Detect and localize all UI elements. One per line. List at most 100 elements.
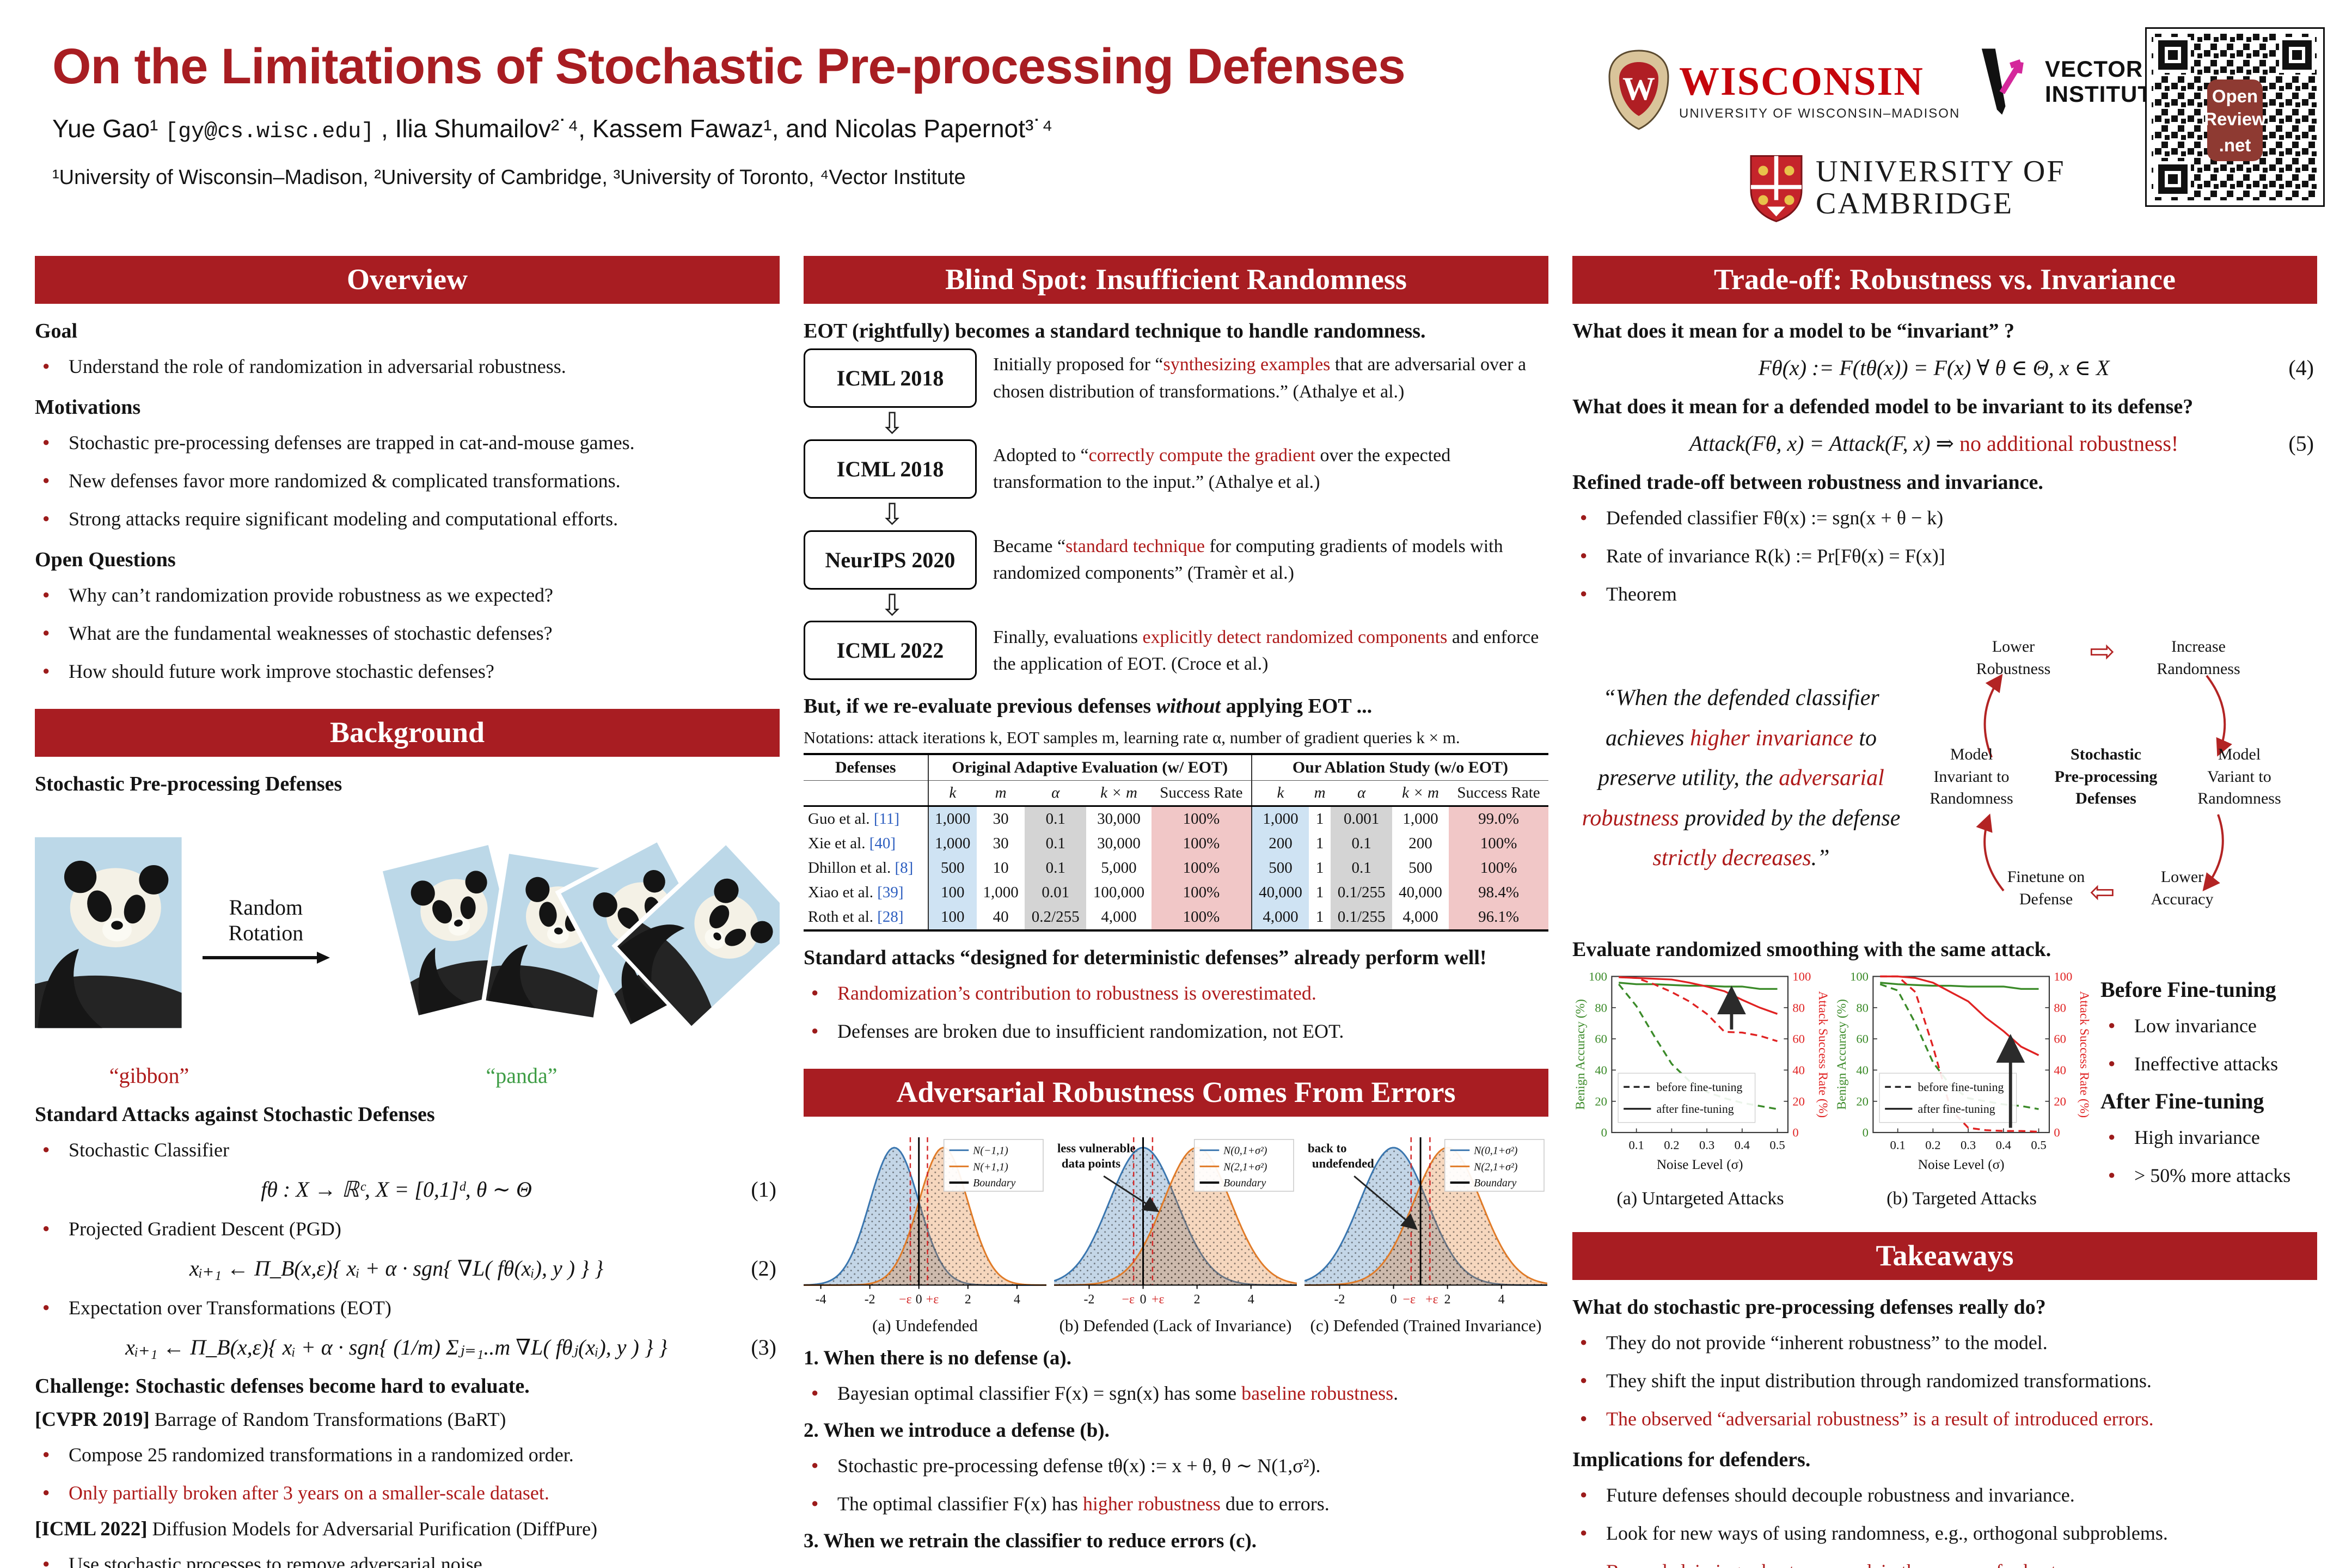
svg-text:Boundary: Boundary bbox=[973, 1177, 1015, 1189]
evaluate-heading: Evaluate randomized smoothing with the s… bbox=[1572, 938, 2051, 961]
theorem-quote: “When the defended classifier achieves h… bbox=[1582, 685, 1901, 871]
cambridge-wordmark-2: CAMBRIDGE bbox=[1816, 187, 2014, 220]
challenge-heading: Challenge: Stochastic defenses become ha… bbox=[35, 1375, 530, 1398]
uw-subtitle: UNIVERSITY OF WISCONSIN–MADISON bbox=[1679, 106, 1961, 121]
equation-number: (3) bbox=[751, 1335, 776, 1359]
cycle-increase-randomness: Increase Randomness bbox=[2157, 638, 2240, 678]
cambridge-logo: UNIVERSITY OF CAMBRIDGE bbox=[1748, 152, 2065, 223]
cycle-lower-accuracy: Lower Accuracy bbox=[2151, 868, 2214, 908]
svg-text:Boundary: Boundary bbox=[1223, 1177, 1266, 1189]
svg-text:40: 40 bbox=[1792, 1063, 1805, 1077]
svg-text:20: 20 bbox=[1792, 1094, 1805, 1108]
after-finetuning-heading: After Fine-tuning bbox=[2100, 1089, 2264, 1113]
svg-text:80: 80 bbox=[1595, 1001, 1607, 1014]
title-block: On the Limitations of Stochastic Pre-pro… bbox=[52, 38, 1577, 189]
chart-caption: (b) Defended (Lack of Invariance) bbox=[1059, 1316, 1292, 1336]
affiliations: ¹University of Wisconsin–Madison, ²Unive… bbox=[52, 166, 966, 189]
invariant-question: What does it mean for a model to be “inv… bbox=[1572, 320, 2015, 342]
goal-heading: Goal bbox=[35, 320, 78, 342]
svg-text:W: W bbox=[1622, 71, 1655, 107]
down-arrow-icon: ⇩ bbox=[880, 587, 905, 622]
svg-text:after fine-tuning: after fine-tuning bbox=[1657, 1102, 1734, 1116]
eot-ablation-table: Defenses Original Adaptive Evaluation (w… bbox=[804, 753, 1548, 932]
flow-row-4: ICML 2022 Finally, evaluations explicitl… bbox=[804, 621, 1548, 681]
list-item-red: Only partially broken after 3 years on a… bbox=[42, 1478, 780, 1508]
logo-strip: W WISCONSIN UNIVERSITY OF WISCONSIN–MADI… bbox=[1606, 26, 2326, 240]
svg-text:undefended: undefended bbox=[1312, 1157, 1374, 1171]
svg-text:2: 2 bbox=[965, 1293, 971, 1307]
svg-text:N(2,1+σ²): N(2,1+σ²) bbox=[1473, 1161, 1517, 1173]
cycle-arrows bbox=[1976, 673, 2232, 892]
list-item: The new optimal classifier Fθ⁺(x) = sgn(… bbox=[811, 1561, 1548, 1568]
column-left: Overview Goal Understand the role of ran… bbox=[35, 256, 780, 1568]
chart-caption: (a) Undefended bbox=[872, 1316, 978, 1336]
column-right: Trade-off: Robustness vs. Invariance Wha… bbox=[1572, 256, 2317, 1568]
targeted-attacks-chart: 0 0 20 20 40 40 60 60 80 80 100 100 0.1 0.2 0.3 0.4 0.5 N… bbox=[1834, 969, 2091, 1186]
list-item: Expectation over Transformations (EOT) bbox=[42, 1293, 780, 1322]
table-row: Roth et al. [28] 100 40 0.2/255 4,000 100% 4… bbox=[804, 905, 1548, 931]
random-rotation-figure: Random Rotation bbox=[35, 805, 780, 1061]
column-middle: Blind Spot: Insufficient Randomness EOT … bbox=[804, 256, 1548, 1568]
takeaways-question: What do stochastic pre-processing defens… bbox=[1572, 1296, 2046, 1319]
svg-text:80: 80 bbox=[2054, 1001, 2066, 1014]
diffpure-venue-tag: [ICML 2022] bbox=[35, 1518, 148, 1540]
table-conclusion: Standard attacks “designed for determini… bbox=[804, 946, 1487, 970]
list-item: Defended classifier Fθ(x) := sgn(x + θ −… bbox=[1580, 503, 2317, 532]
section-tradeoff: Trade-off: Robustness vs. Invariance Wha… bbox=[1572, 256, 2317, 1209]
section-header-blindspot: Blind Spot: Insufficient Randomness bbox=[804, 256, 1548, 304]
section-header-overview: Overview bbox=[35, 256, 780, 304]
svg-text:60: 60 bbox=[1856, 1032, 1869, 1046]
svg-text:N(−1,1): N(−1,1) bbox=[972, 1145, 1008, 1157]
list-item: How should future work improve stochasti… bbox=[42, 657, 780, 686]
equation-2: xᵢ₊₁ ← Π_B(x,ε){ xᵢ + α · sgn{ ∇L( fθ(xᵢ… bbox=[189, 1256, 776, 1281]
svg-text:40: 40 bbox=[2054, 1063, 2066, 1077]
flow-box-icml2018a: ICML 2018 bbox=[804, 348, 977, 408]
cycle-center-label: Stochastic Pre-processing Defenses bbox=[2054, 745, 2158, 807]
section-background: Background Stochastic Pre-processing Def… bbox=[35, 709, 780, 1568]
defended-invariant-question: What does it mean for a defended model t… bbox=[1572, 395, 2194, 418]
theorem-row: “When the defended classifier achieves h… bbox=[1572, 618, 2317, 923]
author-line: Yue Gao¹ [gy@cs.wisc.edu] , Ilia Shumail… bbox=[52, 114, 1577, 144]
svg-text:-2: -2 bbox=[1334, 1293, 1345, 1307]
svg-text:Attack Success Rate (%): Attack Success Rate (%) bbox=[2077, 991, 2090, 1118]
svg-text:+ε: +ε bbox=[1425, 1293, 1438, 1307]
col-group-original: Original Adaptive Evaluation (w/ EOT) bbox=[927, 754, 1252, 781]
svg-text:100: 100 bbox=[1792, 970, 1811, 983]
svg-text:Open: Open bbox=[2212, 86, 2258, 106]
chart-caption: (a) Untargeted Attacks bbox=[1616, 1189, 1784, 1209]
list-item: What are the fundamental weaknesses of s… bbox=[42, 618, 780, 648]
list-item: Projected Gradient Descent (PGD) bbox=[42, 1214, 780, 1244]
author-pre: Yue Gao¹ bbox=[52, 114, 158, 143]
stochastic-defenses-heading: Stochastic Pre-processing Defenses bbox=[35, 773, 342, 795]
section-header-tradeoff: Trade-off: Robustness vs. Invariance bbox=[1572, 256, 2317, 304]
svg-text:Benign Accuracy (%): Benign Accuracy (%) bbox=[1835, 999, 1849, 1110]
random-rotation-label-2: Rotation bbox=[228, 920, 304, 945]
flow-text-3: Became “standard technique for computing… bbox=[993, 536, 1503, 584]
vector-v-icon bbox=[1981, 48, 2024, 115]
bart-line: [CVPR 2019] Barrage of Random Transforma… bbox=[35, 1408, 506, 1431]
svg-text:Boundary: Boundary bbox=[1474, 1177, 1516, 1189]
list-item: Why can’t randomization provide robustne… bbox=[42, 580, 780, 610]
list-item: Strong attacks require significant model… bbox=[42, 504, 780, 534]
svg-text:0.2: 0.2 bbox=[1925, 1138, 1940, 1152]
cambridge-shield-icon bbox=[1750, 155, 1803, 223]
author-email: [gy@cs.wisc.edu] bbox=[165, 120, 375, 144]
svg-text:+ε: +ε bbox=[1152, 1293, 1164, 1307]
equation-5: Attack(Fθ, x) = Attack(F, x) ⇒ no additi… bbox=[1689, 431, 2314, 456]
gibbon-label: “gibbon” bbox=[109, 1063, 189, 1088]
uw-wordmark: WISCONSIN bbox=[1679, 59, 1924, 104]
svg-text:−ε: −ε bbox=[899, 1293, 911, 1307]
cycle-finetune: Finetune on Defense bbox=[2007, 868, 2085, 908]
list-item: Defenses are broken due to insufficient … bbox=[811, 1016, 1548, 1046]
list-item: Ineffective attacks bbox=[2108, 1049, 2317, 1079]
list-item: Bayesian optimal classifier F(x) = sgn(x… bbox=[811, 1379, 1548, 1408]
svg-text:40: 40 bbox=[1595, 1063, 1607, 1077]
svg-text:20: 20 bbox=[2054, 1094, 2066, 1108]
section-blindspot: Blind Spot: Insufficient Randomness EOT … bbox=[804, 256, 1548, 1046]
svg-text:40: 40 bbox=[1856, 1063, 1869, 1077]
equation-1: fθ : X → ℝᶜ, X = [0,1]ᵈ, θ ∼ Θ (1) bbox=[261, 1177, 776, 1202]
svg-text:4: 4 bbox=[1248, 1293, 1254, 1307]
flow-row-1: ICML 2018 Initially proposed for “synthe… bbox=[804, 348, 1548, 408]
svg-text:0: 0 bbox=[916, 1293, 922, 1307]
right-block-arrow-icon: ⇨ bbox=[2090, 634, 2115, 669]
